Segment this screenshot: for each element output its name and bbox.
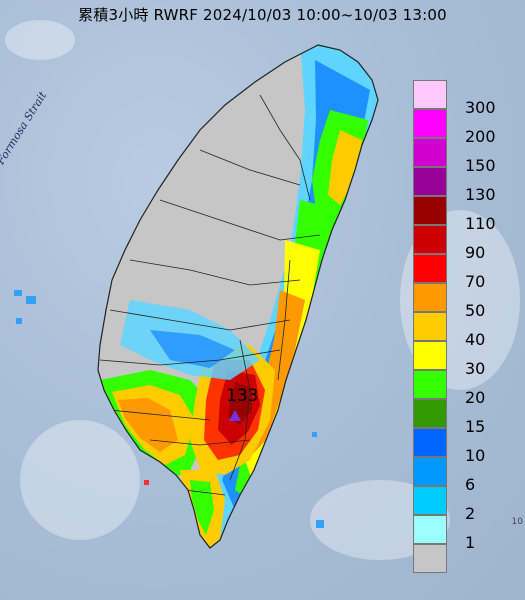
legend-label: 30 (465, 359, 486, 378)
legend-label: 10 (465, 446, 486, 465)
legend-swatch (413, 544, 447, 573)
max-rainfall-value: 133 (226, 386, 259, 406)
legend-label: 110 (465, 214, 496, 233)
legend-label: 90 (465, 243, 486, 262)
legend-swatch (413, 196, 447, 225)
legend-swatch (413, 138, 447, 167)
legend-swatch (413, 283, 447, 312)
legend-label: 130 (465, 185, 496, 204)
legend-label: 50 (465, 301, 486, 320)
legend-label: 1 (465, 533, 476, 552)
sea-rain-cells (14, 290, 324, 528)
legend-label: 6 (465, 475, 476, 494)
legend-label: 150 (465, 156, 496, 175)
legend-label: 2 (465, 504, 476, 523)
legend-label: 300 (465, 98, 496, 117)
legend-swatch (413, 428, 447, 457)
legend-swatch (413, 515, 447, 544)
legend-swatch (413, 254, 447, 283)
legend-swatch (413, 225, 447, 254)
legend-label: 20 (465, 388, 486, 407)
corner-coordinate-label: 10 (511, 517, 523, 527)
legend-label: 40 (465, 330, 486, 349)
legend-swatch (413, 370, 447, 399)
legend-label: 70 (465, 272, 486, 291)
legend-swatch (413, 312, 447, 341)
legend-swatch (413, 80, 447, 109)
legend-label: 15 (465, 417, 486, 436)
legend-swatch (413, 399, 447, 428)
legend-label: 200 (465, 127, 496, 146)
legend-swatch (413, 457, 447, 486)
triangle-max-marker-icon (229, 410, 241, 421)
legend-swatch (413, 109, 447, 138)
legend-swatch (413, 167, 447, 196)
legend-swatch (413, 341, 447, 370)
map-title: 累積3小時 RWRF 2024/10/03 10:00~10/03 13:00 (78, 6, 447, 24)
legend-swatch (413, 486, 447, 515)
